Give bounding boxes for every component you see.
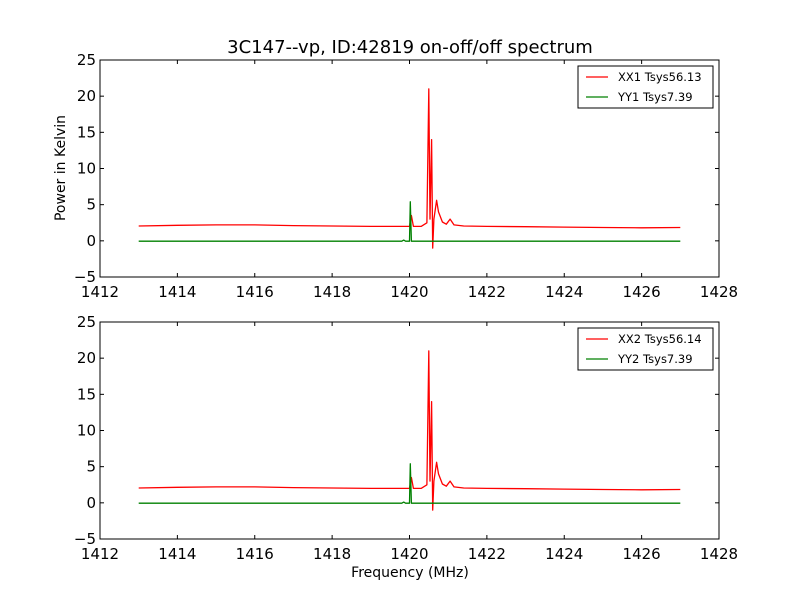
x-tick-label: 1416 xyxy=(236,283,274,301)
y-tick-label: 20 xyxy=(77,349,96,367)
y-axis-label: Power in Kelvin xyxy=(53,115,69,221)
y-tick-label: 25 xyxy=(77,313,96,331)
x-tick-label: 1424 xyxy=(545,545,583,563)
series-line-yy xyxy=(138,463,681,504)
y-tick-label: 15 xyxy=(77,123,96,141)
chart-title: 3C147--vp, ID:42819 on-off/off spectrum xyxy=(227,37,593,58)
y-tick-label: 10 xyxy=(77,422,96,440)
legend: XX2 Tsys56.14 YY2 Tsys7.39 xyxy=(577,327,714,371)
series-line-xx xyxy=(138,350,681,511)
y-tick-label: 25 xyxy=(77,51,96,69)
legend-box xyxy=(577,65,714,109)
y-tick-label: −5 xyxy=(74,530,96,548)
x-tick-label: 1426 xyxy=(623,545,661,563)
y-tick-label: 15 xyxy=(77,385,96,403)
legend-label: YY1 Tsys7.39 xyxy=(617,90,693,104)
x-tick-label: 1416 xyxy=(236,545,274,563)
x-tick-label: 1422 xyxy=(468,545,506,563)
x-tick-label: 1420 xyxy=(390,545,428,563)
x-tick-label: 1414 xyxy=(158,545,196,563)
x-tick-label: 1414 xyxy=(158,283,196,301)
x-tick-label: 1412 xyxy=(81,283,119,301)
bottom-spectrum-panel: 1412 1414 1416 1418 1420 1422 1424 1426 1428 −5 0 5… xyxy=(74,313,738,563)
legend-label: XX2 Tsys56.14 xyxy=(618,332,702,346)
series-line-yy xyxy=(138,201,681,242)
y-tick-label: 0 xyxy=(86,494,96,512)
x-tick-label: 1420 xyxy=(390,283,428,301)
legend: XX1 Tsys56.13 YY1 Tsys7.39 xyxy=(577,65,714,109)
x-tick-label: 1422 xyxy=(468,283,506,301)
legend-label: YY2 Tsys7.39 xyxy=(617,352,693,366)
series-line-xx xyxy=(138,88,681,249)
legend-label: XX1 Tsys56.13 xyxy=(618,70,702,84)
x-tick-label: 1412 xyxy=(81,545,119,563)
x-axis-label: Frequency (MHz) xyxy=(351,565,469,581)
y-tick-label: 5 xyxy=(86,196,96,214)
top-spectrum-panel: 1412 1414 1416 1418 1420 1422 1424 1426 1428 −5 0 5… xyxy=(74,51,738,301)
x-tick-label: 1428 xyxy=(700,283,738,301)
y-tick-label: −5 xyxy=(74,268,96,286)
y-tick-label: 10 xyxy=(77,160,96,178)
y-tick-label: 20 xyxy=(77,87,96,105)
y-tick-label: 5 xyxy=(86,458,96,476)
x-tick-label: 1418 xyxy=(313,283,351,301)
legend-box xyxy=(577,327,714,371)
x-tick-label: 1426 xyxy=(623,283,661,301)
x-tick-label: 1424 xyxy=(545,283,583,301)
x-tick-label: 1428 xyxy=(700,545,738,563)
x-tick-label: 1418 xyxy=(313,545,351,563)
y-tick-label: 0 xyxy=(86,232,96,250)
